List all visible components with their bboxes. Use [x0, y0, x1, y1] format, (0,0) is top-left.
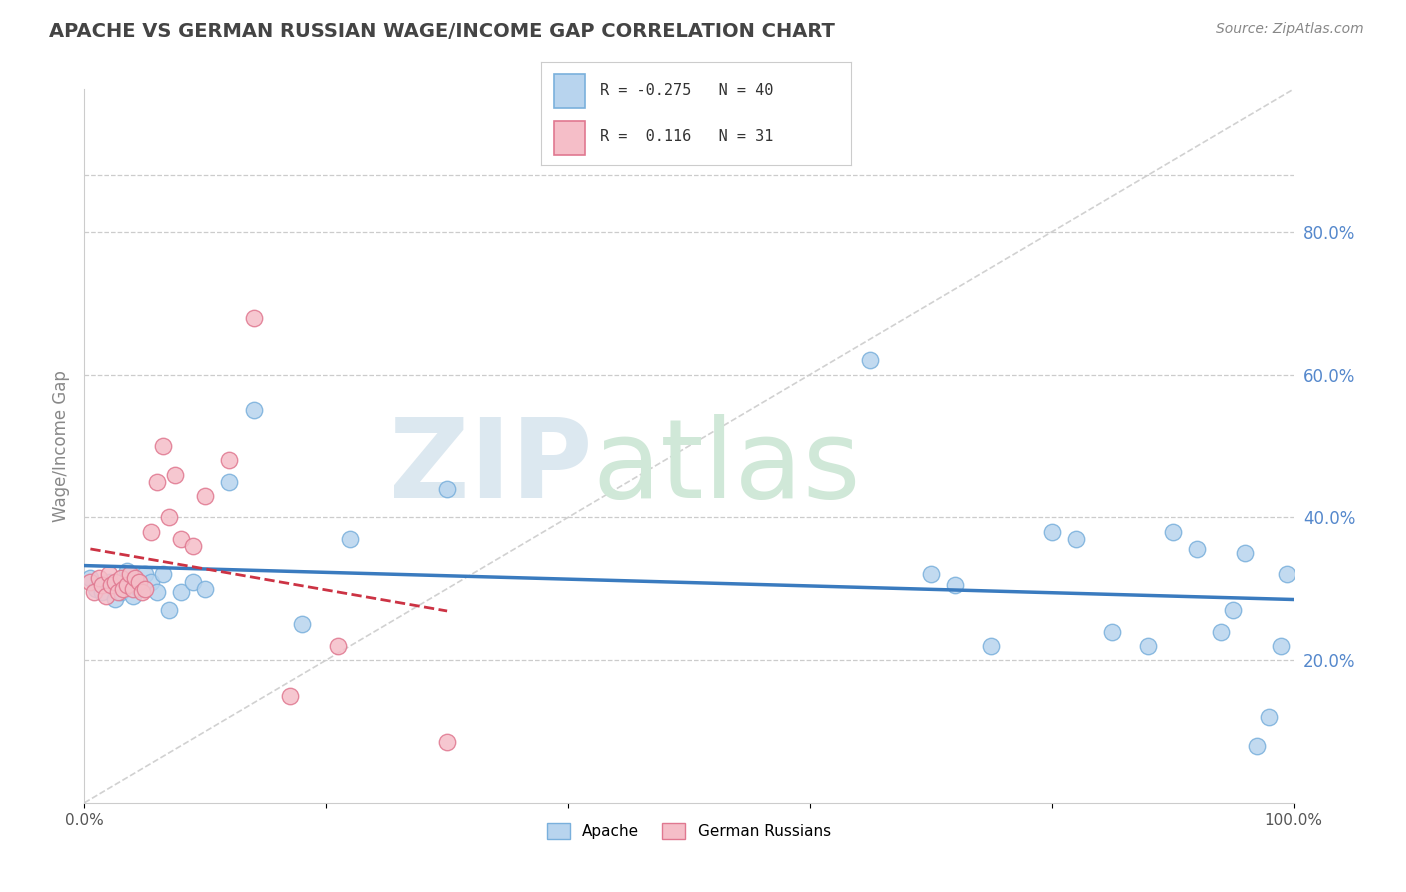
Text: Source: ZipAtlas.com: Source: ZipAtlas.com	[1216, 22, 1364, 37]
Point	[120, 567, 142, 582]
Point	[91, 585, 114, 599]
Point	[436, 482, 458, 496]
Point	[87, 571, 110, 585]
Point	[124, 571, 146, 585]
Point	[181, 574, 204, 589]
Point	[980, 639, 1002, 653]
Point	[115, 578, 138, 592]
Text: ZIP: ZIP	[389, 414, 592, 521]
Point	[218, 475, 240, 489]
Point	[1185, 542, 1208, 557]
Point	[146, 475, 169, 489]
Point	[859, 353, 882, 368]
Point	[100, 578, 122, 592]
Legend: Apache, German Russians: Apache, German Russians	[541, 817, 837, 845]
Point	[139, 574, 162, 589]
Point	[291, 617, 314, 632]
Point	[104, 578, 127, 592]
Text: atlas: atlas	[592, 414, 860, 521]
Point	[1277, 567, 1299, 582]
Point	[170, 585, 193, 599]
Point	[104, 574, 127, 589]
Point	[1101, 624, 1123, 639]
Point	[79, 574, 101, 589]
Point	[91, 578, 114, 592]
Point	[157, 603, 180, 617]
Point	[97, 574, 120, 589]
Point	[152, 439, 174, 453]
Point	[170, 532, 193, 546]
Point	[1234, 546, 1257, 560]
Text: R = -0.275   N = 40: R = -0.275 N = 40	[600, 83, 773, 98]
FancyBboxPatch shape	[554, 121, 585, 155]
Point	[194, 582, 217, 596]
Point	[146, 585, 169, 599]
Point	[104, 592, 127, 607]
Point	[128, 574, 150, 589]
Point	[134, 582, 156, 596]
Point	[1258, 710, 1281, 724]
Point	[107, 585, 129, 599]
Point	[115, 564, 138, 578]
Point	[218, 453, 240, 467]
Point	[1137, 639, 1160, 653]
FancyBboxPatch shape	[554, 74, 585, 108]
Point	[1270, 639, 1292, 653]
Point	[436, 735, 458, 749]
Point	[278, 689, 301, 703]
Point	[97, 567, 120, 582]
Point	[328, 639, 350, 653]
Point	[121, 589, 143, 603]
Point	[128, 582, 150, 596]
Text: R =  0.116   N = 31: R = 0.116 N = 31	[600, 129, 773, 145]
Point	[1209, 624, 1232, 639]
Point	[79, 571, 101, 585]
Point	[157, 510, 180, 524]
Point	[110, 585, 132, 599]
Point	[1246, 739, 1268, 753]
Point	[121, 582, 143, 596]
Point	[152, 567, 174, 582]
Point	[110, 571, 132, 585]
Point	[139, 524, 162, 539]
Point	[1222, 603, 1244, 617]
Point	[194, 489, 217, 503]
Point	[112, 582, 135, 596]
Y-axis label: Wage/Income Gap: Wage/Income Gap	[52, 370, 70, 522]
Point	[943, 578, 966, 592]
Point	[339, 532, 361, 546]
Point	[920, 567, 942, 582]
Point	[83, 585, 105, 599]
Point	[181, 539, 204, 553]
Point	[131, 585, 153, 599]
Point	[94, 589, 117, 603]
Text: APACHE VS GERMAN RUSSIAN WAGE/INCOME GAP CORRELATION CHART: APACHE VS GERMAN RUSSIAN WAGE/INCOME GAP…	[49, 22, 835, 41]
Point	[1040, 524, 1063, 539]
Point	[242, 403, 264, 417]
Point	[242, 310, 264, 325]
Point	[165, 467, 187, 482]
Point	[134, 567, 156, 582]
Point	[1064, 532, 1087, 546]
Point	[1161, 524, 1184, 539]
Point	[86, 582, 108, 596]
